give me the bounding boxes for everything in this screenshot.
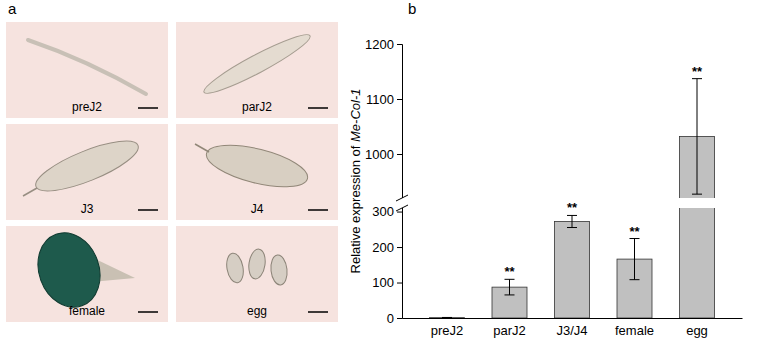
nematode bbox=[28, 40, 146, 94]
panel-label: a bbox=[8, 0, 17, 17]
y-axis: 0 100 200 300 1000 1100 1200 bbox=[365, 37, 402, 326]
significance-label: ** bbox=[567, 200, 578, 215]
tick: 0 bbox=[387, 311, 402, 326]
image-label: J4 bbox=[251, 202, 264, 216]
bar bbox=[555, 221, 590, 318]
micrograph: female bbox=[6, 224, 168, 322]
micrograph: egg bbox=[176, 226, 338, 322]
x-axis: preJ2 parJ2 J3/J4 female egg bbox=[403, 318, 743, 338]
tick: 200 bbox=[372, 240, 402, 255]
tick: J3/J4 bbox=[556, 318, 587, 338]
error-bar bbox=[567, 215, 577, 227]
tick-label: parJ2 bbox=[493, 323, 526, 338]
egg bbox=[269, 254, 288, 286]
tick: preJ2 bbox=[431, 318, 464, 338]
error-bar-cap bbox=[630, 279, 640, 280]
micrograph: preJ2 bbox=[6, 22, 168, 118]
tick-label: 100 bbox=[372, 275, 394, 290]
image-label: J3 bbox=[81, 202, 94, 216]
error-bar bbox=[692, 79, 702, 194]
tick-mark bbox=[397, 212, 402, 213]
tick-label: J3/J4 bbox=[556, 323, 587, 338]
error-bar-stem bbox=[697, 79, 698, 194]
axis-break-slash bbox=[396, 205, 408, 211]
tick: parJ2 bbox=[493, 318, 526, 338]
scale-bar bbox=[138, 209, 158, 211]
tick-mark bbox=[397, 154, 402, 155]
tick-label: preJ2 bbox=[431, 323, 464, 338]
image-label: parJ2 bbox=[242, 100, 272, 114]
error-bar-stem bbox=[509, 279, 510, 295]
female bbox=[28, 224, 110, 316]
tick-mark bbox=[397, 318, 402, 319]
tick-label: 0 bbox=[387, 311, 394, 326]
tick-label: 1000 bbox=[365, 147, 394, 162]
error-bar-cap bbox=[505, 294, 515, 295]
tick: 1000 bbox=[365, 147, 402, 162]
scale-bar bbox=[308, 209, 328, 211]
tick-mark bbox=[397, 247, 402, 248]
nematode bbox=[30, 131, 143, 200]
image-label: egg bbox=[247, 304, 267, 318]
tick: 1200 bbox=[365, 37, 402, 52]
image-label: female bbox=[69, 304, 105, 318]
egg bbox=[247, 248, 267, 280]
axis-break-gap bbox=[396, 198, 408, 208]
significance-label: ** bbox=[629, 224, 640, 239]
micrograph: J3 bbox=[6, 124, 168, 220]
error-bar-stem bbox=[634, 239, 635, 280]
image-background bbox=[176, 226, 338, 322]
y-axis-title: Relative expression of Me-Col-1 bbox=[348, 89, 363, 274]
tick: 1100 bbox=[366, 92, 402, 107]
error-bar bbox=[630, 239, 640, 280]
scale-bar bbox=[138, 107, 158, 109]
image-background bbox=[6, 22, 168, 118]
micrograph: J4 bbox=[176, 124, 338, 220]
error-bar-cap bbox=[442, 317, 452, 318]
axis-line bbox=[397, 45, 403, 319]
tick-mark bbox=[397, 99, 402, 100]
image-background bbox=[6, 124, 168, 220]
tick-label: 1200 bbox=[365, 37, 394, 52]
tick-label: egg bbox=[686, 323, 708, 338]
axis-break bbox=[396, 195, 408, 211]
tick-label: female bbox=[615, 323, 654, 338]
egg bbox=[225, 252, 246, 284]
significance-label: ** bbox=[692, 64, 703, 79]
tick: egg bbox=[686, 318, 708, 338]
tick-label: 300 bbox=[372, 204, 394, 219]
axis-line bbox=[403, 318, 743, 319]
error-bar bbox=[442, 317, 452, 318]
error-bar bbox=[505, 279, 515, 295]
tick: female bbox=[615, 318, 654, 338]
scale-bar bbox=[138, 311, 158, 313]
tick-label: 1100 bbox=[366, 92, 394, 107]
error-bar-cap bbox=[692, 194, 702, 195]
image-label: preJ2 bbox=[72, 100, 102, 114]
error-bar-cap bbox=[567, 227, 577, 228]
image-background bbox=[176, 22, 338, 118]
tick-mark bbox=[397, 44, 402, 45]
micrograph: parJ2 bbox=[176, 22, 338, 118]
tick-label: 200 bbox=[372, 240, 394, 255]
image-background bbox=[176, 124, 338, 220]
error-bar-stem bbox=[572, 215, 573, 227]
scale-bar bbox=[308, 311, 328, 313]
tick-mark bbox=[397, 283, 402, 284]
bar bbox=[430, 317, 465, 318]
nematode-tail bbox=[23, 188, 37, 196]
panel-label: b bbox=[408, 0, 416, 17]
nematode bbox=[202, 137, 311, 195]
panel-a: preJ2 parJ2 J3 J4 female egg bbox=[6, 22, 338, 322]
scale-bar bbox=[308, 107, 328, 109]
nematode-tail bbox=[195, 144, 209, 152]
tick: 100 bbox=[372, 275, 402, 290]
error-bar-cap bbox=[442, 317, 452, 318]
axis-break-slash bbox=[396, 195, 408, 201]
figure: a preJ2 parJ2 J3 J4 female egg b 0 100 200 300 1000 1… bbox=[0, 0, 757, 344]
nematode bbox=[200, 28, 314, 100]
significance-label: ** bbox=[504, 264, 515, 279]
